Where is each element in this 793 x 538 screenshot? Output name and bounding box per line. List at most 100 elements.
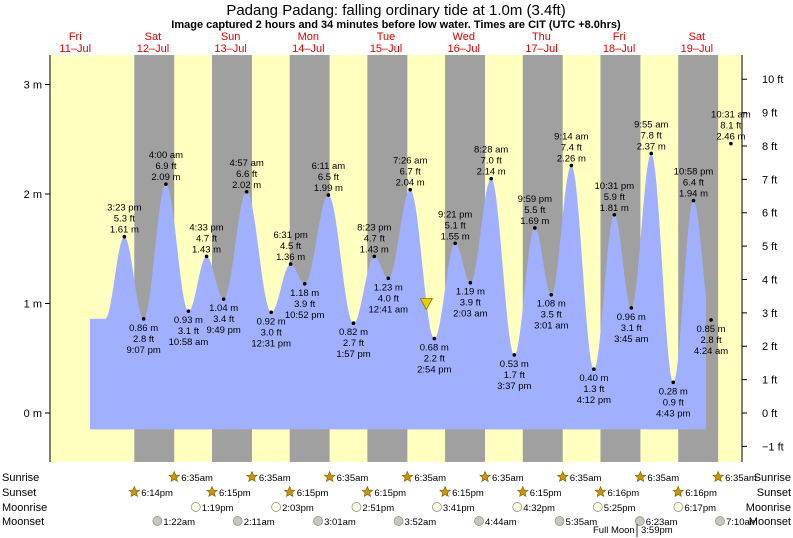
chart-title: Padang Padang: falling ordinary tide at … bbox=[226, 2, 565, 19]
moon-icon bbox=[592, 502, 603, 512]
tide-label: 3.5 ft bbox=[541, 310, 562, 321]
tide-label: 8.1 ft bbox=[720, 121, 741, 132]
tide-label: 6.5 ft bbox=[318, 172, 339, 183]
tide-label: 3.1 ft bbox=[178, 326, 199, 337]
sunrise-time: 6:35am bbox=[337, 473, 369, 484]
tide-point bbox=[244, 190, 249, 194]
sunset-time: 6:16pm bbox=[685, 488, 717, 499]
tide-label: 0.40 m bbox=[579, 373, 608, 384]
tide-label: 2.26 m bbox=[557, 154, 586, 165]
moonset-time: 3:01am bbox=[324, 517, 356, 528]
y-right-tick-label: −1 ft bbox=[762, 441, 784, 453]
tide-label: 12:31 pm bbox=[251, 338, 291, 349]
tide-label: 2.8 ft bbox=[133, 334, 154, 345]
tide-point bbox=[512, 353, 517, 357]
tide-label: 2.04 m bbox=[396, 178, 425, 189]
sunset-time: 6:15pm bbox=[374, 488, 406, 499]
moon-phase-time: 3:59pm bbox=[641, 525, 673, 536]
y-left-tick-label: 0 m bbox=[24, 408, 42, 420]
sunrise-time: 6:35am bbox=[414, 473, 446, 484]
tide-label: 0.85 m bbox=[697, 324, 726, 335]
day-name-label: Sun bbox=[221, 31, 241, 43]
tide-label: 9:49 pm bbox=[206, 325, 240, 336]
moon-icon bbox=[715, 516, 725, 526]
day-date-label: 12–Jul bbox=[137, 43, 169, 55]
sun-icon bbox=[401, 470, 414, 483]
tide-label: 4:33 pm bbox=[189, 222, 223, 233]
tide-label: 6:11 am bbox=[312, 161, 346, 172]
chart-subtitle: Image captured 2 hours and 34 minutes be… bbox=[171, 19, 621, 31]
sun-icon bbox=[439, 485, 452, 498]
row-label-right: Sunset bbox=[757, 487, 791, 499]
tide-point bbox=[691, 198, 696, 203]
tide-point bbox=[729, 141, 733, 146]
tide-point bbox=[164, 182, 168, 186]
tide-label: 3:23 pm bbox=[107, 203, 141, 214]
tide-label: 0.68 m bbox=[420, 343, 449, 354]
y-right-tick-label: 2 ft bbox=[762, 341, 777, 353]
moonrise-time: 4:32pm bbox=[523, 503, 555, 514]
sun-icon bbox=[361, 485, 374, 498]
moon-icon bbox=[512, 502, 523, 512]
day-name-label: Mon bbox=[298, 31, 319, 43]
moon-phase-label: Full Moon bbox=[593, 525, 635, 536]
tide-label: 3.4 ft bbox=[213, 314, 234, 325]
sun-icon bbox=[323, 470, 336, 483]
tide-label: 0.96 m bbox=[617, 312, 646, 323]
tide-label: 10:31 am bbox=[711, 110, 751, 121]
tide-label: 0.53 m bbox=[500, 359, 529, 370]
tide-label: 6.7 ft bbox=[400, 167, 421, 178]
sun-icon bbox=[516, 485, 529, 498]
tide-label: 1.7 ft bbox=[504, 370, 525, 381]
tide-point bbox=[372, 254, 377, 259]
tide-label: 1.43 m bbox=[192, 244, 221, 255]
sunrise-time: 6:35am bbox=[647, 473, 679, 484]
tide-label: 0.28 m bbox=[659, 386, 688, 397]
sun-icon bbox=[672, 485, 685, 498]
tide-label: 5.1 ft bbox=[445, 220, 466, 231]
row-label-left: Sunrise bbox=[2, 472, 39, 484]
sunset-time: 6:16pm bbox=[607, 488, 639, 499]
tide-point bbox=[612, 213, 617, 217]
tide-label: 3.9 ft bbox=[294, 299, 315, 310]
tide-label: 10:58 pm bbox=[674, 167, 714, 178]
moon-icon bbox=[313, 516, 323, 526]
tide-label: 1.08 m bbox=[537, 299, 566, 310]
moon-icon bbox=[152, 516, 163, 526]
moon-icon bbox=[393, 516, 404, 526]
current-tide-triangle bbox=[419, 298, 434, 311]
tide-label: 10:52 pm bbox=[285, 310, 325, 321]
y-right-tick-label: 8 ft bbox=[762, 141, 777, 153]
row-label-right: Sunrise bbox=[754, 472, 791, 484]
tide-label: 1.55 m bbox=[441, 231, 470, 242]
moonset-time: 2:11am bbox=[244, 517, 275, 528]
tide-label: 5.5 ft bbox=[524, 205, 545, 216]
tide-area bbox=[90, 153, 706, 430]
tide-label: 1.69 m bbox=[520, 216, 549, 227]
tide-label: 8:28 am bbox=[474, 145, 508, 156]
tide-label: 2.37 m bbox=[637, 141, 666, 152]
tide-label: 9:21 pm bbox=[438, 209, 472, 220]
y-right-tick-label: 7 ft bbox=[762, 174, 777, 186]
tide-point bbox=[302, 281, 307, 286]
moonset-time: 7:10am bbox=[726, 517, 758, 528]
moonset-time: 6:23am bbox=[646, 517, 678, 528]
day-name-label: Thu bbox=[532, 31, 551, 43]
tide-label: 0.86 m bbox=[129, 323, 158, 334]
tide-label: 6.4 ft bbox=[683, 178, 704, 189]
y-right-tick-label: 1 ft bbox=[762, 375, 777, 387]
moon-icon bbox=[634, 516, 645, 526]
moonset-time: 4:44am bbox=[485, 517, 517, 528]
day-name-label: Sat bbox=[145, 31, 162, 43]
tide-label: 1.19 m bbox=[456, 287, 485, 298]
tide-label: 4.5 ft bbox=[280, 241, 301, 252]
tide-point bbox=[326, 193, 331, 197]
moon-icon bbox=[271, 502, 281, 512]
sun-icon bbox=[594, 485, 607, 498]
tide-label: 2.14 m bbox=[477, 167, 506, 178]
row-label-left: Moonset bbox=[2, 516, 44, 528]
row-label-left: Moonrise bbox=[2, 502, 47, 514]
tide-label: 2.02 m bbox=[232, 180, 261, 191]
tide-label: 8:23 pm bbox=[357, 222, 391, 233]
